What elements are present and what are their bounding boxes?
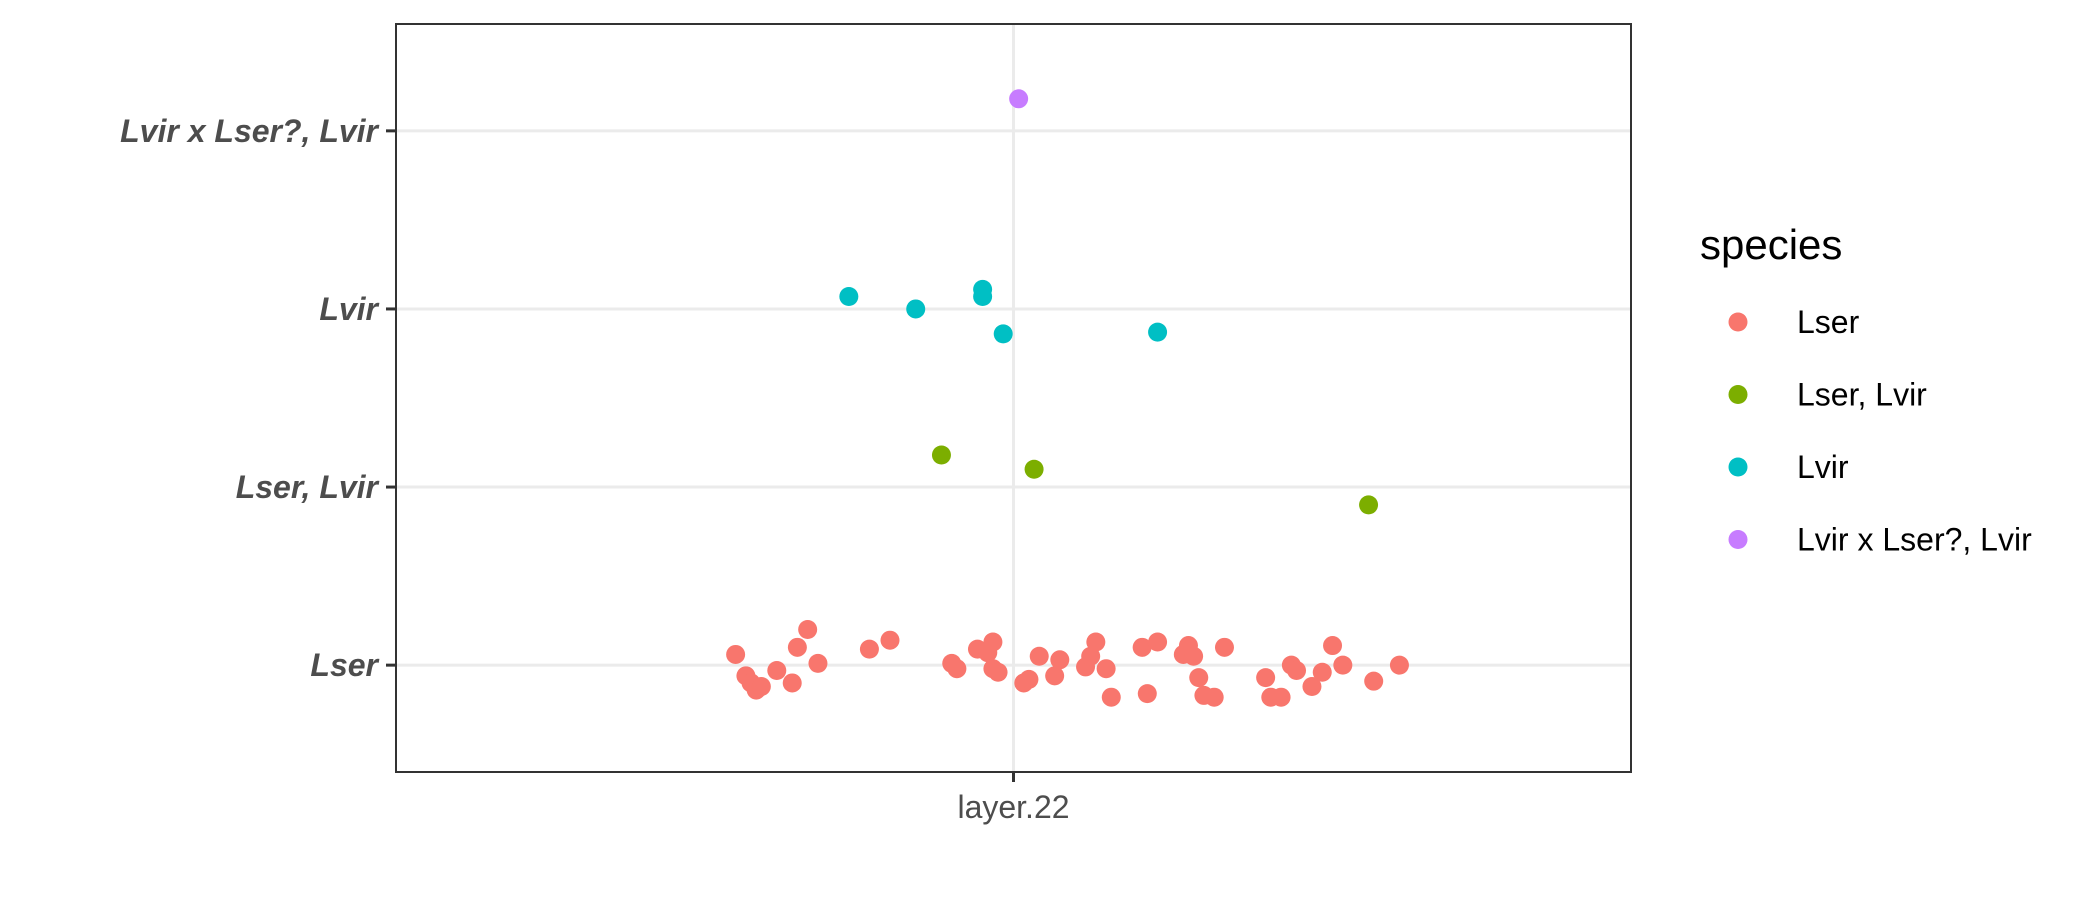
legend: species Lser Lser, Lvir Lvir Lvir x Lser?, … bbox=[1700, 221, 2032, 558]
data-point bbox=[1137, 684, 1157, 704]
data-point bbox=[1019, 669, 1039, 689]
y-tick-label: Lvir bbox=[319, 291, 379, 327]
data-points bbox=[726, 89, 1409, 707]
legend-label: Lvir bbox=[1797, 449, 1849, 485]
data-point bbox=[1214, 637, 1234, 657]
data-point bbox=[859, 639, 879, 659]
data-point bbox=[1024, 459, 1044, 479]
data-point bbox=[993, 324, 1013, 344]
data-point bbox=[1333, 655, 1353, 675]
data-point bbox=[1009, 89, 1029, 109]
data-point bbox=[1148, 632, 1168, 652]
data-point bbox=[1101, 687, 1121, 707]
data-point bbox=[1287, 660, 1307, 680]
data-point bbox=[931, 445, 951, 465]
legend-title: species bbox=[1700, 221, 1842, 268]
data-point bbox=[1359, 495, 1379, 515]
y-tick-label: Lser bbox=[310, 647, 379, 683]
legend-key bbox=[1728, 457, 1748, 477]
data-point bbox=[1050, 650, 1070, 670]
x-tick-label: layer.22 bbox=[957, 789, 1069, 825]
legend-label: Lser bbox=[1797, 304, 1860, 340]
data-point bbox=[1184, 646, 1204, 666]
y-tick-label: Lvir x Lser?, Lvir bbox=[120, 113, 379, 149]
data-point bbox=[839, 286, 859, 306]
data-point bbox=[767, 660, 787, 680]
data-point bbox=[1302, 677, 1322, 697]
data-point bbox=[983, 632, 1003, 652]
data-point bbox=[973, 286, 993, 306]
data-point bbox=[1364, 671, 1384, 691]
data-point bbox=[947, 659, 967, 679]
y-tick-label: Lser, Lvir bbox=[236, 469, 380, 505]
data-point bbox=[1096, 659, 1116, 679]
data-point bbox=[1389, 655, 1409, 675]
data-point bbox=[751, 677, 771, 697]
data-point bbox=[1323, 636, 1343, 656]
x-axis: layer.22 bbox=[957, 772, 1070, 825]
data-point bbox=[787, 637, 807, 657]
grid-lines bbox=[396, 24, 1631, 772]
data-point bbox=[798, 620, 818, 640]
data-point bbox=[1271, 687, 1291, 707]
y-axis: Lser Lser, Lvir Lvir Lvir x Lser?, Lvir bbox=[120, 113, 396, 683]
legend-key bbox=[1728, 530, 1748, 549]
data-point bbox=[726, 644, 746, 664]
data-point bbox=[1045, 666, 1065, 686]
data-point bbox=[906, 299, 926, 319]
data-point bbox=[1029, 646, 1049, 666]
data-point bbox=[1312, 662, 1332, 682]
data-point bbox=[1081, 646, 1101, 666]
legend-key bbox=[1728, 312, 1748, 332]
data-point bbox=[1148, 322, 1168, 342]
data-point bbox=[880, 630, 900, 650]
legend-label: Lvir x Lser?, Lvir bbox=[1797, 522, 2032, 558]
legend-key bbox=[1728, 385, 1748, 404]
data-point bbox=[1132, 637, 1152, 657]
data-point bbox=[808, 653, 828, 673]
data-point bbox=[1204, 687, 1224, 707]
data-point bbox=[988, 662, 1008, 682]
data-point bbox=[1086, 632, 1106, 652]
data-point bbox=[1256, 668, 1276, 688]
legend-label: Lser, Lvir bbox=[1797, 377, 1927, 413]
data-point bbox=[1189, 668, 1209, 688]
data-point bbox=[782, 673, 802, 693]
